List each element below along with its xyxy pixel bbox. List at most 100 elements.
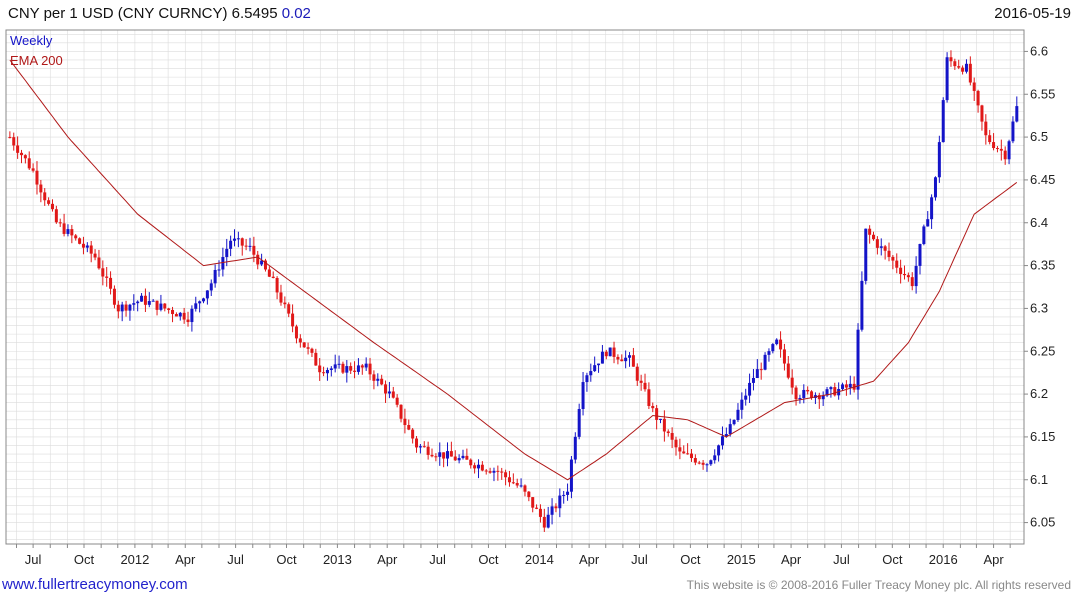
weekly-bar [140, 295, 144, 302]
x-tick-label: Oct [74, 552, 95, 567]
weekly-bar [604, 351, 608, 357]
weekly-bar [221, 257, 225, 270]
weekly-bar [360, 365, 364, 368]
weekly-bar [349, 366, 353, 371]
copyright-text: This website is © 2008-2016 Fuller Treac… [686, 578, 1071, 592]
weekly-bar [728, 424, 732, 435]
weekly-bar [267, 269, 271, 277]
weekly-bar [283, 302, 287, 305]
weekly-bar [686, 453, 690, 455]
weekly-bar [480, 464, 484, 471]
weekly-bar [608, 347, 612, 357]
weekly-bar [546, 514, 550, 528]
weekly-bar [705, 464, 709, 466]
weekly-bar [573, 436, 577, 460]
weekly-bar [666, 431, 670, 434]
weekly-bar [23, 155, 27, 159]
weekly-bar [860, 280, 864, 330]
weekly-bar [941, 100, 945, 143]
weekly-bar [914, 265, 918, 287]
x-tick-label: Jul [631, 552, 648, 567]
weekly-bar [802, 389, 806, 398]
y-tick-label: 6.1 [1030, 472, 1048, 487]
change-value: 0.02 [281, 5, 311, 22]
weekly-bar [16, 145, 20, 153]
weekly-bar [263, 260, 267, 270]
weekly-bar [964, 63, 968, 72]
x-tick-label: 2012 [120, 552, 149, 567]
weekly-bar [329, 368, 333, 370]
weekly-bar [54, 209, 58, 223]
weekly-bar [736, 409, 740, 420]
weekly-bar [147, 301, 151, 305]
weekly-bar [875, 239, 879, 248]
weekly-bar [562, 494, 566, 496]
chart-grid [6, 30, 1024, 544]
weekly-bar [302, 342, 306, 348]
weekly-bar [58, 222, 62, 224]
weekly-bar [407, 425, 411, 430]
weekly-bar [628, 355, 632, 358]
weekly-bar [848, 383, 852, 388]
weekly-bar [643, 382, 647, 390]
weekly-bar [85, 245, 89, 248]
weekly-bar [740, 399, 744, 410]
chart-date: 2016-05-19 [994, 5, 1071, 22]
y-tick-label: 6.25 [1030, 343, 1055, 358]
weekly-bar [225, 248, 229, 258]
weekly-bar [786, 363, 790, 378]
weekly-bar [322, 372, 326, 374]
y-tick-label: 6.35 [1030, 258, 1055, 273]
weekly-bar [883, 246, 887, 251]
weekly-bar [535, 507, 539, 509]
weekly-bar [635, 366, 639, 381]
weekly-bar [961, 67, 965, 72]
x-tick-label: Apr [579, 552, 600, 567]
weekly-bar [678, 447, 682, 452]
weekly-bar [136, 301, 140, 304]
weekly-bar [515, 483, 519, 486]
weekly-bar [817, 395, 821, 400]
weekly-bar [202, 298, 206, 302]
weekly-bar [395, 397, 399, 405]
weekly-bar [597, 363, 601, 366]
weekly-bar [717, 445, 721, 456]
weekly-bar [891, 256, 895, 261]
x-tick-label: 2016 [929, 552, 958, 567]
weekly-bar [577, 409, 581, 437]
weekly-bar [430, 454, 434, 457]
weekly-bar [798, 397, 802, 400]
weekly-bar [89, 245, 93, 254]
weekly-bar [167, 308, 171, 310]
weekly-bar [240, 238, 244, 246]
weekly-bar [236, 238, 240, 240]
weekly-bar [209, 283, 213, 291]
weekly-bar [105, 276, 109, 278]
weekly-bar [674, 439, 678, 448]
footer-link[interactable]: www.fullertreacymoney.com [2, 576, 188, 593]
x-axis: Jul Oct 2012 Apr Jul Oct 2013 Apr Jul Oct 2014 Apr J… [16, 544, 1011, 567]
y-tick-label: 6.45 [1030, 172, 1055, 187]
weekly-bar [155, 300, 159, 310]
weekly-bar [906, 275, 910, 278]
weekly-bar [910, 277, 914, 287]
weekly-bar [806, 389, 810, 392]
x-tick-label: Jul [833, 552, 850, 567]
plot-frame [5, 29, 1025, 545]
weekly-bar [1011, 121, 1015, 142]
weekly-bar [670, 433, 674, 440]
weekly-bar [364, 363, 368, 368]
weekly-bar [78, 238, 82, 244]
weekly-bar [566, 491, 570, 495]
weekly-bar [318, 365, 322, 373]
weekly-bar [434, 456, 438, 458]
weekly-bar [724, 434, 728, 437]
weekly-bar [43, 192, 47, 201]
weekly-bar [689, 453, 693, 459]
weekly-bar [174, 314, 178, 317]
ema-200-line [9, 59, 1018, 481]
weekly-bar [767, 351, 771, 355]
weekly-bar [701, 462, 705, 465]
weekly-bar [581, 382, 585, 410]
y-tick-label: 6.55 [1030, 86, 1055, 101]
